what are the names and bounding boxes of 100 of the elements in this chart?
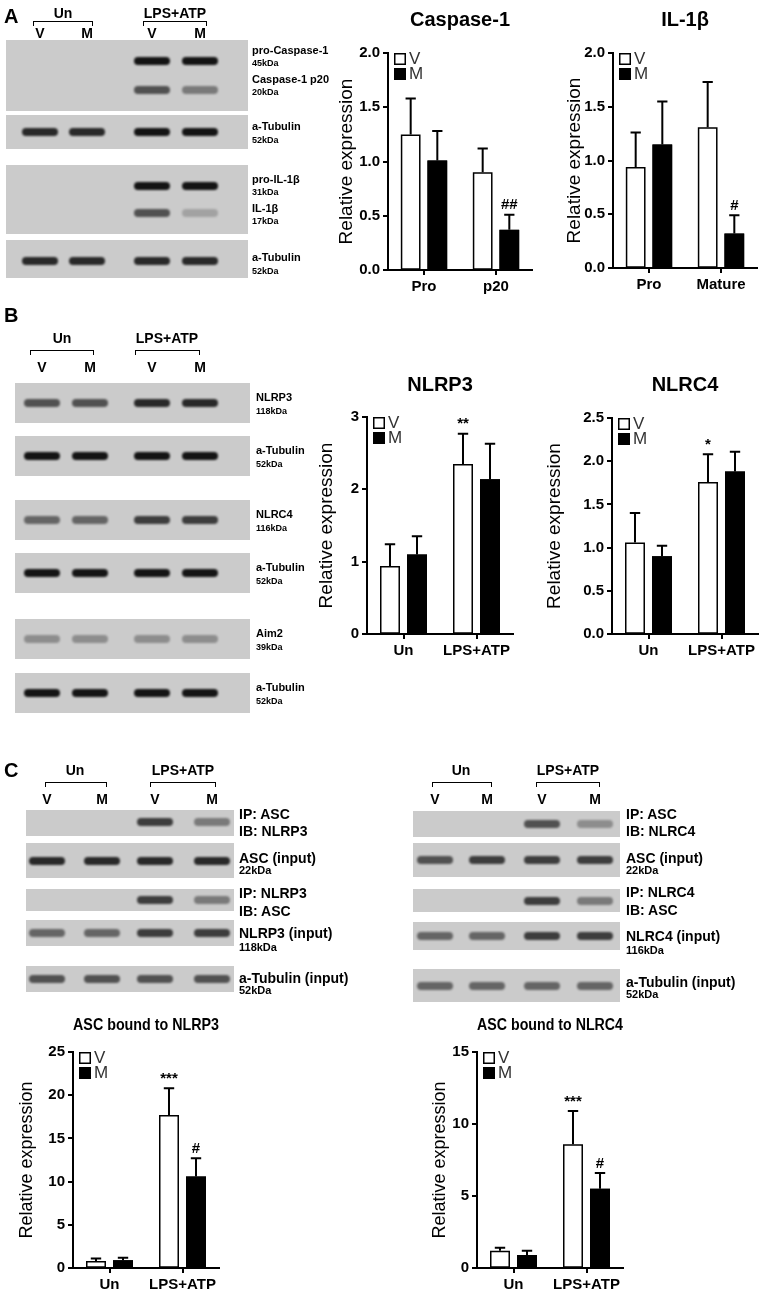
- category-label: M: [206, 790, 218, 808]
- text: IP: ASC: [626, 805, 677, 823]
- text: 116kDa: [626, 944, 664, 958]
- y-axis-title: Relative expression: [15, 1081, 36, 1239]
- chart-title: ASC bound to NLRC4: [477, 1014, 624, 1033]
- y-axis-title: Relative expression: [563, 77, 585, 244]
- text: a-Tubulin (input): [239, 969, 349, 986]
- text: 17kDa: [252, 215, 279, 227]
- x-tick-label: Un: [638, 641, 659, 659]
- y-tick-label: 0.0: [584, 258, 605, 276]
- text: C: [4, 758, 19, 782]
- y-tick-label: 1.5: [584, 96, 605, 114]
- category-label: M: [589, 790, 601, 808]
- x-tick-label: p20: [483, 277, 509, 295]
- text: IP: ASC: [239, 805, 290, 823]
- text: B: [4, 303, 19, 327]
- category-label: V: [37, 358, 47, 376]
- text: NLRC4: [256, 508, 293, 522]
- y-tick-label: 1.0: [583, 537, 604, 555]
- text: a-Tubulin: [256, 561, 305, 575]
- y-axis-title: Relative expression: [315, 442, 337, 609]
- y-tick-label: 0: [350, 624, 359, 642]
- category-label: M: [81, 24, 93, 42]
- x-tick-label: LPS+ATP: [688, 641, 755, 659]
- x-tick-label: Un: [503, 1275, 524, 1293]
- y-tick-label: 3: [350, 407, 359, 425]
- y-tick-label: 2: [350, 479, 359, 497]
- text: IP: NLRP3: [239, 884, 307, 902]
- text: pro-Caspase-1: [252, 44, 329, 58]
- text: 118kDa: [239, 941, 277, 955]
- y-tick-label: 5: [460, 1186, 469, 1204]
- category-label: V: [42, 790, 52, 808]
- category-label: V: [35, 24, 45, 42]
- y-tick-label: 0: [56, 1258, 65, 1276]
- data-label: **: [457, 414, 469, 432]
- data-label: #: [595, 1153, 605, 1171]
- text: 45kDa: [252, 57, 279, 69]
- y-tick-label: 2.0: [584, 43, 605, 61]
- text: IP: NLRC4: [626, 883, 695, 901]
- text: IL-1β: [252, 202, 279, 216]
- text: 52kDa: [256, 695, 283, 707]
- text: LPS+ATP: [135, 329, 199, 347]
- x-tick-label: LPS+ATP: [553, 1275, 620, 1293]
- y-tick-label: 0.5: [583, 580, 604, 598]
- y-tick-label: 1: [350, 551, 359, 569]
- chart-title: IL-1β: [661, 7, 709, 30]
- text: 20kDa: [252, 86, 279, 98]
- text: 52kDa: [239, 984, 272, 998]
- text: 52kDa: [252, 265, 279, 277]
- text: 31kDa: [252, 186, 279, 198]
- chart-title: ASC bound to NLRP3: [73, 1014, 220, 1033]
- text: LPS+ATP: [536, 761, 600, 779]
- text: ASC (input): [626, 849, 703, 866]
- category-label: V: [150, 790, 160, 808]
- y-tick-label: 0.5: [359, 205, 380, 223]
- text: Aim2: [256, 627, 283, 641]
- text: a-Tubulin: [252, 120, 301, 134]
- y-tick-label: 1.5: [583, 494, 604, 512]
- data-label: #: [191, 1138, 201, 1156]
- text: 22kDa: [626, 864, 659, 878]
- y-tick-label: 0.0: [583, 624, 604, 642]
- category-label: V: [147, 24, 157, 42]
- text: a-Tubulin: [256, 444, 305, 458]
- text: NLRP3 (input): [239, 924, 333, 942]
- y-tick-label: 5: [56, 1214, 65, 1232]
- text: Un: [65, 761, 85, 779]
- text: IB: ASC: [626, 901, 678, 919]
- y-tick-label: 15: [48, 1128, 65, 1146]
- data-label: *: [705, 434, 712, 452]
- y-tick-label: 1.0: [584, 150, 605, 168]
- text: IB: ASC: [239, 902, 291, 920]
- y-tick-label: 10: [452, 1114, 469, 1132]
- text: ASC (input): [239, 849, 316, 866]
- data-label: #: [730, 195, 740, 213]
- y-tick-label: 2.0: [359, 43, 380, 61]
- text: 118kDa: [256, 405, 288, 417]
- text: 116kDa: [256, 522, 288, 534]
- y-tick-label: 15: [452, 1042, 469, 1060]
- y-tick-label: 1.0: [359, 151, 380, 169]
- text: 52kDa: [626, 988, 659, 1002]
- y-tick-label: 0: [460, 1258, 469, 1276]
- text: NLRC4 (input): [626, 927, 721, 945]
- chart-title: NLRP3: [407, 372, 473, 395]
- text: 52kDa: [252, 134, 279, 146]
- text: a-Tubulin: [256, 681, 305, 695]
- y-tick-label: 25: [48, 1042, 65, 1060]
- text: 22kDa: [239, 864, 272, 878]
- category-label: V: [430, 790, 440, 808]
- chart-title: NLRC4: [651, 372, 720, 395]
- text: a-Tubulin: [252, 251, 301, 265]
- text: pro-IL-1β: [252, 173, 300, 187]
- category-label: V: [537, 790, 547, 808]
- y-axis-title: Relative expression: [428, 1081, 449, 1239]
- chart-title: Caspase-1: [409, 7, 511, 30]
- text: IB: NLRC4: [626, 822, 696, 840]
- data-label: ***: [160, 1068, 178, 1086]
- text: NLRP3: [256, 391, 293, 405]
- category-label: M: [481, 790, 493, 808]
- x-tick-label: LPS+ATP: [149, 1275, 216, 1293]
- y-tick-label: 20: [48, 1085, 65, 1103]
